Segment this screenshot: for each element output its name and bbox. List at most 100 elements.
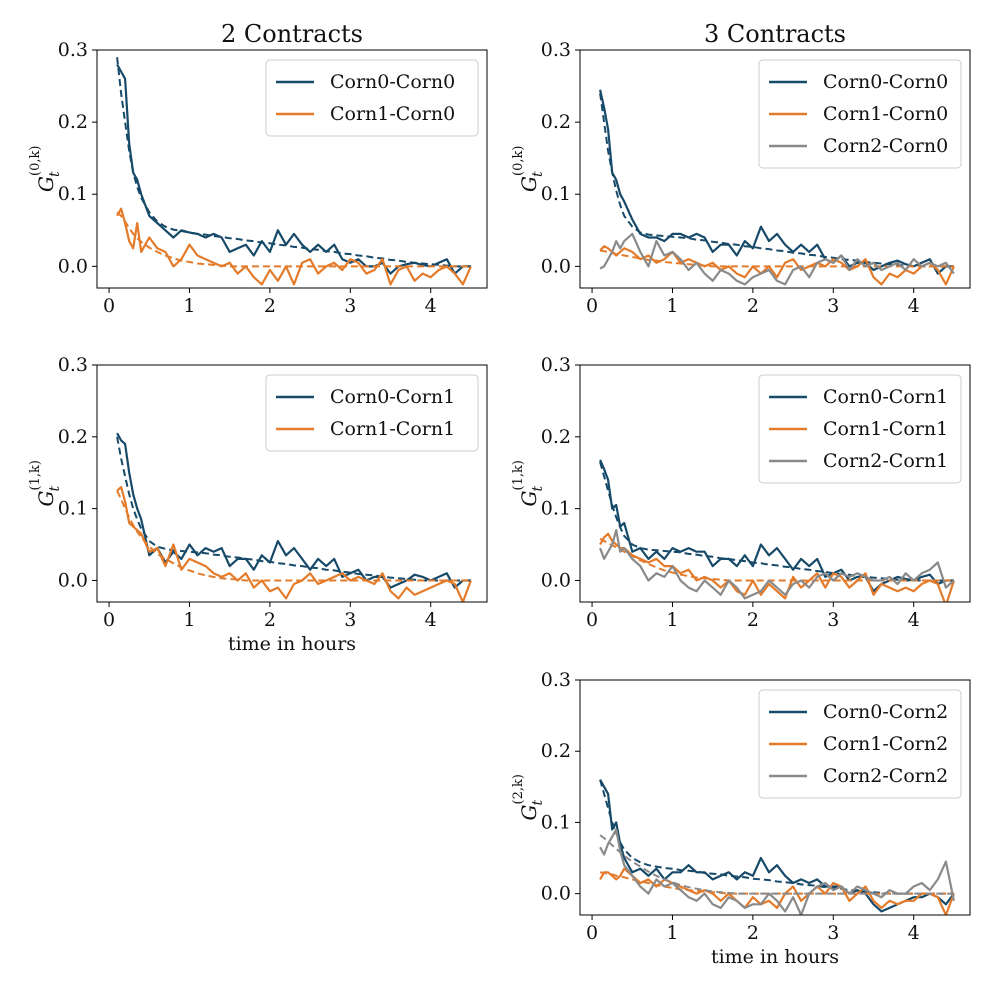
legend: Corn0-Corn0 Corn1-Corn0 Corn2-Corn0 (758, 59, 962, 169)
legend: Corn0-Corn0 Corn1-Corn0 (265, 59, 479, 137)
y-axis-label-main: G (517, 176, 541, 192)
chart-panel-0: 0 1 2 3 4 0.0 0.1 0.2 0.3 2 Contracts Gt (0,k) Corn0… (28, 20, 488, 317)
x-tick-label: 1 (666, 922, 678, 944)
y-axis-label-sub: t (530, 171, 546, 177)
series-line-corn1-corn2 (599, 867, 955, 915)
y-tick-label: 0.3 (541, 354, 571, 376)
y-tick-label: 0.1 (58, 183, 88, 205)
y-axis-label: Gt (0,k) (28, 146, 63, 192)
chart-panel-1: 0 1 2 3 4 0.0 0.1 0.2 0.3 3 Contracts Gt (0,k) Corn0… (511, 20, 971, 317)
fit-line-corn0-corn1 (599, 461, 954, 582)
y-axis-label-sub: t (47, 486, 63, 492)
y-tick-label: 0.3 (541, 39, 571, 61)
x-axis-label: time in hours (711, 946, 839, 968)
y-axis-label-sub: t (530, 800, 546, 806)
legend-label: Corn0-Corn1 (330, 386, 455, 408)
x-tick-label: 1 (183, 295, 195, 317)
y-tick-label: 0.0 (541, 255, 571, 277)
x-tick-label: 2 (747, 922, 759, 944)
chart-panel-4: 0 1 2 3 4 0.0 0.1 0.2 0.3 time in hours Gt (2,k) Cor… (511, 669, 971, 968)
x-tick-label: 4 (908, 922, 920, 944)
axes-frame (96, 364, 488, 603)
plot-area (599, 89, 955, 286)
legend: Corn0-Corn2 Corn1-Corn2 Corn2-Corn2 (758, 689, 962, 799)
series-line-corn2-corn2 (599, 828, 955, 915)
x-tick-label: 3 (827, 295, 839, 317)
series-line-corn2-corn1 (599, 529, 955, 600)
x-tick-label: 4 (908, 295, 920, 317)
x-tick-label: 1 (666, 295, 678, 317)
x-tick-label: 3 (827, 922, 839, 944)
fit-line-corn0-corn0 (599, 93, 954, 268)
y-axis-label-sup: (1,k) (511, 460, 526, 490)
series-line-corn2-corn0 (599, 232, 955, 286)
x-tick-label: 0 (586, 295, 598, 317)
legend-label: Corn1-Corn2 (823, 733, 948, 755)
x-tick-label: 1 (666, 609, 678, 631)
series-line-corn0-corn2 (599, 779, 955, 913)
x-tick-label: 2 (264, 295, 276, 317)
legend-label: Corn1-Corn0 (823, 103, 948, 125)
plot-area (599, 779, 955, 915)
y-axis-label-main: G (34, 491, 58, 507)
legend-label: Corn2-Corn0 (823, 135, 948, 157)
x-tick-label: 2 (264, 609, 276, 631)
y-tick-label: 0.0 (58, 569, 88, 591)
y-tick-label: 0.0 (541, 883, 571, 905)
x-tick-label: 4 (425, 609, 437, 631)
x-tick-label: 0 (586, 922, 598, 944)
x-tick-label: 3 (827, 609, 839, 631)
y-axis-label-sup: (1,k) (28, 460, 43, 490)
chart-panel-3: 0 1 2 3 4 0.0 0.1 0.2 0.3 Gt (1,k) Corn0-Corn1 Corn1… (511, 354, 971, 631)
series-line-corn1-corn1 (599, 532, 955, 602)
fit-line-corn1-corn1 (116, 490, 471, 582)
y-axis-label-main: G (34, 176, 58, 192)
axes-frame (579, 364, 971, 603)
x-tick-label: 3 (344, 295, 356, 317)
y-axis-label: Gt (1,k) (511, 460, 546, 506)
fit-line-corn2-corn2 (599, 834, 954, 895)
legend-label: Corn2-Corn2 (823, 765, 948, 787)
y-tick-label: 0.2 (541, 740, 571, 762)
fit-line-corn0-corn1 (116, 436, 471, 582)
y-axis-label: Gt (2,k) (511, 774, 546, 820)
y-axis-label-main: G (517, 805, 541, 821)
legend-box (265, 59, 479, 137)
axes-frame (96, 49, 488, 289)
y-tick-label: 0.0 (58, 255, 88, 277)
legend: Corn0-Corn1 Corn1-Corn1 Corn2-Corn1 (758, 374, 962, 484)
y-axis-label-sup: (2,k) (511, 774, 526, 804)
plot-area (116, 432, 472, 602)
chart-title: 3 Contracts (704, 20, 846, 48)
y-axis-label-sub: t (47, 171, 63, 177)
y-axis-label: Gt (1,k) (28, 460, 63, 506)
y-tick-label: 0.2 (541, 426, 571, 448)
legend-label: Corn1-Corn0 (330, 103, 455, 125)
y-tick-label: 0.3 (541, 669, 571, 691)
legend-label: Corn1-Corn1 (823, 418, 948, 440)
legend-label: Corn0-Corn2 (823, 701, 948, 723)
fit-line-corn0-corn0 (116, 57, 471, 268)
legend-box (758, 689, 962, 799)
chart-title: 2 Contracts (221, 20, 363, 48)
y-tick-label: 0.1 (541, 183, 571, 205)
x-tick-label: 2 (747, 295, 759, 317)
y-tick-label: 0.1 (58, 498, 88, 520)
chart-panel-2: 0 1 2 3 4 0.0 0.1 0.2 0.3 time in hours Gt (1,k) Cor… (28, 354, 488, 655)
legend-box (758, 59, 962, 169)
legend-box (758, 374, 962, 484)
series-line-corn1-corn0 (116, 207, 472, 286)
legend-label: Corn0-Corn0 (330, 71, 455, 93)
x-tick-label: 1 (183, 609, 195, 631)
y-tick-label: 0.3 (58, 39, 88, 61)
legend-label: Corn0-Corn0 (823, 71, 948, 93)
legend-label: Corn2-Corn1 (823, 450, 948, 472)
x-tick-label: 3 (344, 609, 356, 631)
y-tick-label: 0.2 (58, 111, 88, 133)
legend-label: Corn1-Corn1 (330, 418, 455, 440)
y-axis-label-main: G (517, 491, 541, 507)
legend: Corn0-Corn1 Corn1-Corn1 (265, 374, 479, 452)
y-tick-label: 0.3 (58, 354, 88, 376)
x-tick-label: 0 (103, 295, 115, 317)
